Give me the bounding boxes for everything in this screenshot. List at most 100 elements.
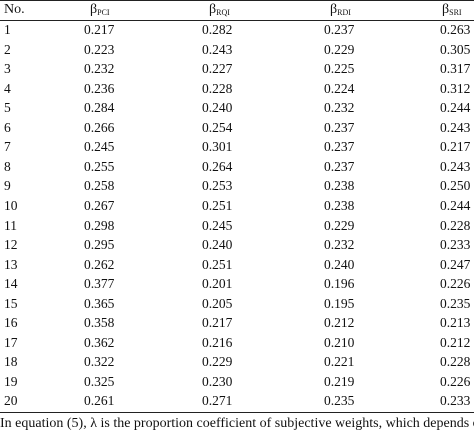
table-cell-no: 9 [4,178,11,194]
table-cell-rqi: 0.282 [202,22,233,37]
table-cell-sri: 0.243 [440,119,471,135]
table-cell-no: 12 [4,237,18,253]
table-cell-rdi: 0.212 [324,315,355,331]
table-cell-rdi: 0.232 [324,100,355,116]
table-cell-rdi: 0.229 [324,217,355,233]
table-cell-pci: 0.262 [84,256,115,272]
table-cell-pci: 0.298 [84,217,115,233]
footer-paragraph: In equation (5), λ is the proportion coe… [0,416,474,431]
table-cell-no: 16 [4,315,18,331]
table-cell-rqi: 0.254 [202,119,233,135]
table-cell-sri: 0.305 [440,41,471,57]
table-cell-rdi: 0.237 [324,119,355,135]
table-cell-sri: 0.250 [440,178,471,194]
table-cell-pci: 0.255 [84,158,115,174]
header-beta-pci-symbol: β [90,2,98,17]
table-cell-rdi: 0.196 [324,276,355,292]
table-cell-rqi: 0.201 [202,276,233,292]
table-cell-rdi: 0.224 [324,80,355,96]
table-cell-rqi: 0.217 [202,315,233,331]
table-cell-rdi: 0.237 [324,158,355,174]
table-cell-rdi: 0.232 [324,237,355,253]
table-cell-pci: 0.245 [84,139,115,155]
table-cell-pci: 0.236 [84,80,115,96]
table-cell-rdi: 0.210 [324,334,355,350]
table-cell-pci: 0.377 [84,276,115,292]
table-bottom-rule [0,412,474,413]
table-cell-rqi: 0.251 [202,198,233,213]
table-cell-rdi: 0.219 [324,373,355,389]
table-cell-no: 1 [4,22,11,37]
table-cell-pci: 0.365 [84,295,115,311]
table-cell-rqi: 0.245 [202,217,233,233]
table-cell-rqi: 0.271 [202,393,233,409]
table-cell-no: 13 [4,256,18,272]
table-cell-rqi: 0.253 [202,178,233,194]
header-no-label: No. [4,2,25,17]
table-cell-rdi: 0.235 [324,393,355,409]
header-beta-sri-symbol: β [442,2,450,17]
table-cell-sri: 0.217 [440,139,471,155]
table-cell-pci: 0.284 [84,100,115,116]
table-cell-pci: 0.358 [84,315,115,331]
table-cell-rdi: 0.221 [324,354,355,370]
header-beta-rqi-symbol: β [209,2,217,17]
table-cell-rqi: 0.205 [202,295,233,311]
table-cell-rdi: 0.238 [324,178,355,194]
table-cell-rdi: 0.225 [324,61,355,77]
table-cell-pci: 0.295 [84,237,115,253]
header-no: No. [4,0,25,19]
table-cell-pci: 0.232 [84,61,115,77]
header-beta-rdi-symbol: β [330,2,338,17]
header-beta-rqi: βRQI [209,0,230,22]
table-cell-pci: 0.217 [84,22,115,37]
table-cell-rdi: 0.237 [324,139,355,155]
table-cell-pci: 0.223 [84,41,115,57]
table-cell-pci: 0.325 [84,373,115,389]
table-cell-pci: 0.362 [84,334,115,350]
table-cell-no: 8 [4,158,11,174]
table-cell-pci: 0.322 [84,354,115,370]
table-cell-pci: 0.258 [84,178,115,194]
table-cell-rqi: 0.264 [202,158,233,174]
table-cell-sri: 0.228 [440,354,471,370]
table-cell-no: 11 [4,217,17,233]
table-cell-rqi: 0.243 [202,41,233,57]
table-cell-no: 3 [4,61,11,77]
table-cell-no: 5 [4,100,11,116]
table-cell-no: 4 [4,80,11,96]
header-beta-rqi-sub: RQI [216,8,230,17]
table-cell-rqi: 0.227 [202,61,233,77]
table-cell-no: 20 [4,393,18,409]
table-cell-rqi: 0.228 [202,80,233,96]
table-cell-no: 10 [4,198,18,213]
table-cell-rdi: 0.195 [324,295,355,311]
header-beta-pci: βPCI [90,0,110,22]
table-top-rule [0,0,474,1]
table-cell-no: 2 [4,41,11,57]
table-header-rule [0,20,474,21]
table-cell-rqi: 0.251 [202,256,233,272]
table-cell-no: 6 [4,119,11,135]
table-cell-no: 14 [4,276,18,292]
header-beta-pci-sub: PCI [97,8,110,17]
table-cell-sri: 0.226 [440,276,471,292]
table-cell-sri: 0.212 [440,334,471,350]
table-cell-rqi: 0.301 [202,139,233,155]
table-cell-sri: 0.213 [440,315,471,331]
table-cell-no: 19 [4,373,18,389]
table-cell-sri: 0.247 [440,256,471,272]
table-cell-pci: 0.261 [84,393,115,409]
header-beta-sri: βSRI [442,0,462,22]
table-cell-rqi: 0.216 [202,334,233,350]
table-cell-rqi: 0.230 [202,373,233,389]
table-cell-no: 15 [4,295,18,311]
table-cell-sri: 0.226 [440,373,471,389]
table-cell-rdi: 0.229 [324,41,355,57]
table-cell-sri: 0.228 [440,217,471,233]
table-cell-no: 7 [4,139,11,155]
table-cell-no: 17 [4,334,18,350]
table-cell-rdi: 0.240 [324,256,355,272]
header-beta-rdi-sub: RDI [337,8,351,17]
